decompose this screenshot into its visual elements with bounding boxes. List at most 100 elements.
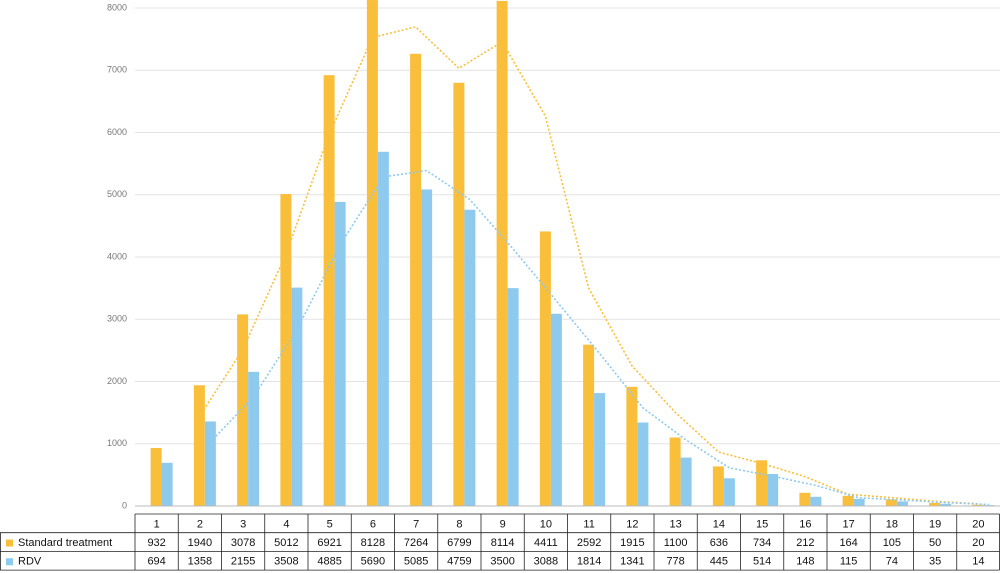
x-tick-label: 13 [670,518,682,530]
bar [323,75,335,506]
bar [885,499,897,506]
table-value: 4759 [447,556,471,568]
x-tick-label: 1 [154,518,160,530]
table-value: 20 [972,537,984,549]
bar [410,53,422,506]
table-value: 115 [840,556,858,568]
x-tick-label: 17 [843,518,855,530]
bar [248,371,260,506]
x-tick-label: 11 [583,518,594,530]
table-value: 4885 [317,556,341,568]
bar [280,194,292,507]
table-value: 1940 [188,537,212,549]
table-value: 3500 [490,556,514,568]
x-tick-label: 5 [327,518,333,530]
bar [756,460,768,506]
bar [842,495,854,506]
x-tick-label: 15 [756,518,768,530]
bar [193,385,205,506]
bar [940,503,952,506]
table-value: 7264 [404,537,428,549]
bar [723,478,735,506]
legend-marker [6,558,13,566]
x-tick-label: 9 [500,518,506,530]
table-value: 1915 [620,537,644,549]
table-value: 636 [710,537,728,549]
table-value: 74 [886,556,898,568]
table-value: 50 [929,537,941,549]
table-value: 5085 [404,556,428,568]
y-tick-label: 0 [122,500,127,510]
x-tick-label: 3 [240,518,246,530]
table-value: 6799 [447,537,471,549]
table-value: 514 [753,556,771,568]
bar [799,492,811,506]
x-tick-label: 10 [540,518,552,530]
bar [810,496,822,506]
table-value: 3088 [534,556,558,568]
table-value: 8114 [491,537,515,549]
y-tick-label: 3000 [107,314,127,324]
table-value: 778 [666,556,684,568]
bar [680,457,692,506]
bar [496,0,508,506]
bar [669,437,681,506]
x-tick-label: 6 [370,518,376,530]
bar [929,502,941,506]
bar [237,314,249,506]
y-tick-label: 2000 [107,376,127,386]
x-tick-label: 2 [197,518,203,530]
bar [539,231,551,506]
y-tick-label: 7000 [107,65,127,75]
bar [453,82,465,506]
table-value: 2155 [231,556,255,568]
table-value: 105 [883,537,901,549]
bar [972,504,984,506]
bar [204,421,216,506]
bar [767,474,779,506]
table-value: 1341 [620,556,644,568]
bar [583,344,595,506]
table-value: 6921 [317,537,341,549]
x-tick-label: 14 [713,518,725,530]
y-tick-label: 8000 [107,2,127,12]
table-value: 694 [147,556,165,568]
y-tick-label: 6000 [107,127,127,137]
bar [366,0,378,506]
bar [161,462,173,506]
table-value: 734 [753,537,771,549]
table-value: 212 [796,537,814,549]
bar [291,287,303,506]
table-value: 3508 [274,556,298,568]
bar [507,288,519,506]
legend-label: RDV [18,556,42,568]
legend-label: Standard treatment [18,537,112,549]
bar [464,209,476,506]
y-tick-label: 1000 [107,438,127,448]
y-tick-label: 5000 [107,189,127,199]
table-value: 5012 [274,537,298,549]
x-tick-label: 12 [626,518,638,530]
bar [896,501,908,506]
x-tick-label: 8 [456,518,462,530]
bar [594,393,606,506]
x-tick-label: 7 [413,518,419,530]
bar [712,466,724,506]
bar [626,386,638,506]
table-value: 932 [147,537,165,549]
table-value: 148 [796,556,814,568]
table-value: 1814 [577,556,601,568]
x-tick-label: 20 [972,518,984,530]
bar [377,151,389,507]
table-value: 164 [839,537,857,549]
x-tick-label: 19 [929,518,941,530]
table-value: 2592 [577,537,601,549]
bar [421,189,433,507]
table-value: 445 [710,556,728,568]
bar [150,447,162,506]
y-tick-label: 4000 [107,251,127,261]
table-value: 4411 [534,537,558,549]
legend-marker [6,539,13,547]
bar [637,422,649,506]
bar [853,498,865,506]
